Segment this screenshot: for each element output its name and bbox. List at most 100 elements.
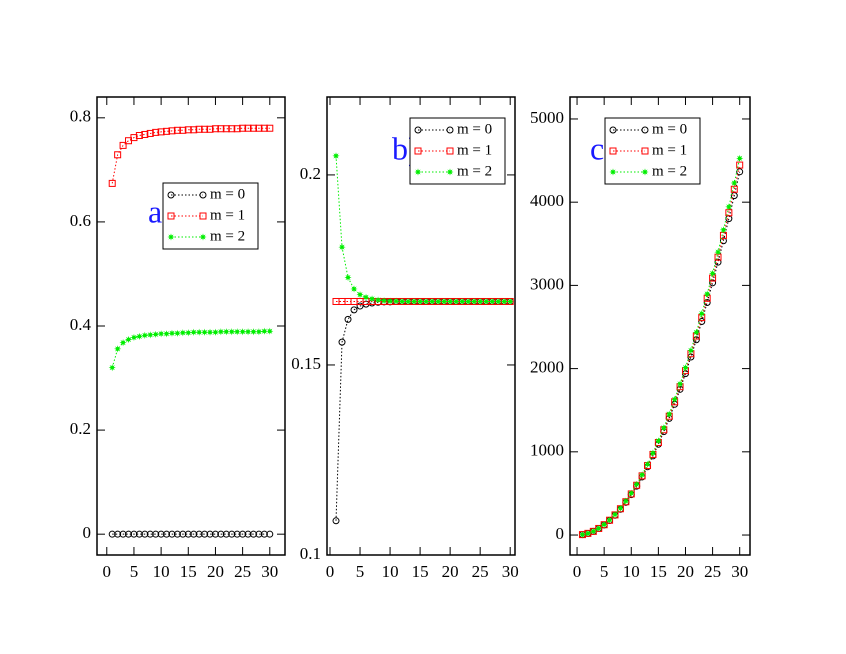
marker [130, 530, 138, 538]
frame [96, 96, 286, 556]
legend-marker [609, 126, 617, 134]
x-tick-label: 30 [502, 562, 519, 581]
marker [146, 530, 154, 538]
x-tick-label: 5 [600, 562, 609, 581]
marker [114, 530, 122, 538]
marker [146, 331, 154, 339]
legend-label: m = 1 [652, 142, 687, 158]
marker [736, 154, 744, 162]
marker [410, 297, 418, 306]
x-tick-label: 5 [356, 562, 365, 581]
marker [681, 364, 690, 372]
marker [350, 285, 358, 293]
marker [730, 179, 738, 187]
legend-marker [609, 168, 617, 176]
marker [114, 345, 122, 353]
marker [190, 328, 198, 336]
marker [589, 527, 597, 535]
marker [119, 530, 127, 538]
marker [622, 497, 630, 505]
marker [184, 126, 192, 134]
marker [649, 449, 657, 457]
marker [152, 530, 160, 538]
marker [206, 530, 214, 538]
legend-label: m = 0 [457, 121, 492, 137]
marker [736, 161, 744, 169]
marker [157, 530, 165, 538]
legend-marker [414, 168, 422, 176]
marker [244, 124, 252, 132]
marker [168, 530, 176, 538]
marker [458, 297, 466, 306]
marker [616, 504, 625, 512]
y-tick-label: 0.2 [300, 164, 321, 183]
marker [249, 124, 257, 132]
marker [255, 530, 263, 538]
marker [201, 125, 209, 133]
marker [168, 127, 176, 135]
y-tick-label: 0 [83, 523, 92, 542]
marker [152, 128, 160, 136]
marker [368, 295, 376, 303]
marker [173, 530, 181, 538]
marker [200, 328, 209, 336]
marker [119, 141, 127, 149]
marker [206, 328, 214, 336]
marker [452, 297, 460, 306]
marker [157, 128, 165, 136]
marker [195, 328, 203, 336]
marker [179, 329, 187, 337]
marker [141, 530, 149, 538]
marker [260, 124, 268, 132]
y-tick-label: 0.4 [70, 315, 92, 334]
marker [244, 328, 252, 336]
plot-area [578, 154, 744, 539]
marker [195, 125, 203, 133]
marker [222, 328, 230, 336]
marker [736, 168, 744, 176]
legend-marker [167, 191, 175, 199]
marker [217, 530, 225, 538]
marker [428, 297, 436, 306]
marker [173, 126, 181, 134]
marker [714, 248, 722, 256]
marker [719, 226, 728, 234]
marker [249, 530, 257, 538]
marker [255, 124, 263, 132]
marker [211, 125, 219, 133]
marker [266, 327, 274, 335]
marker [660, 424, 668, 432]
marker [206, 125, 214, 133]
marker [217, 125, 225, 133]
marker [163, 127, 171, 135]
x-tick-label: 15 [412, 562, 429, 581]
marker [725, 203, 733, 211]
marker [440, 297, 448, 306]
marker [500, 297, 508, 306]
y-tick-label: 0.2 [70, 419, 91, 438]
x-tick-label: 30 [731, 562, 748, 581]
marker [703, 299, 711, 307]
legend-marker [414, 147, 422, 155]
x-tick-label: 20 [677, 562, 694, 581]
marker [260, 530, 268, 538]
legend-marker [199, 233, 207, 241]
marker [184, 329, 192, 337]
marker [173, 329, 182, 337]
y-tick-label: 2000 [530, 358, 564, 377]
marker [506, 297, 514, 306]
y-tick-label: 0 [556, 524, 565, 543]
x-tick-label: 25 [472, 562, 489, 581]
marker [168, 329, 176, 337]
marker [671, 395, 679, 403]
marker [482, 297, 490, 306]
marker [157, 330, 165, 338]
x-tick-label: 0 [103, 562, 112, 581]
series-line [335, 300, 511, 521]
marker [162, 330, 171, 338]
marker [141, 331, 149, 339]
marker [362, 293, 370, 301]
marker [233, 328, 241, 336]
frame [569, 96, 751, 556]
